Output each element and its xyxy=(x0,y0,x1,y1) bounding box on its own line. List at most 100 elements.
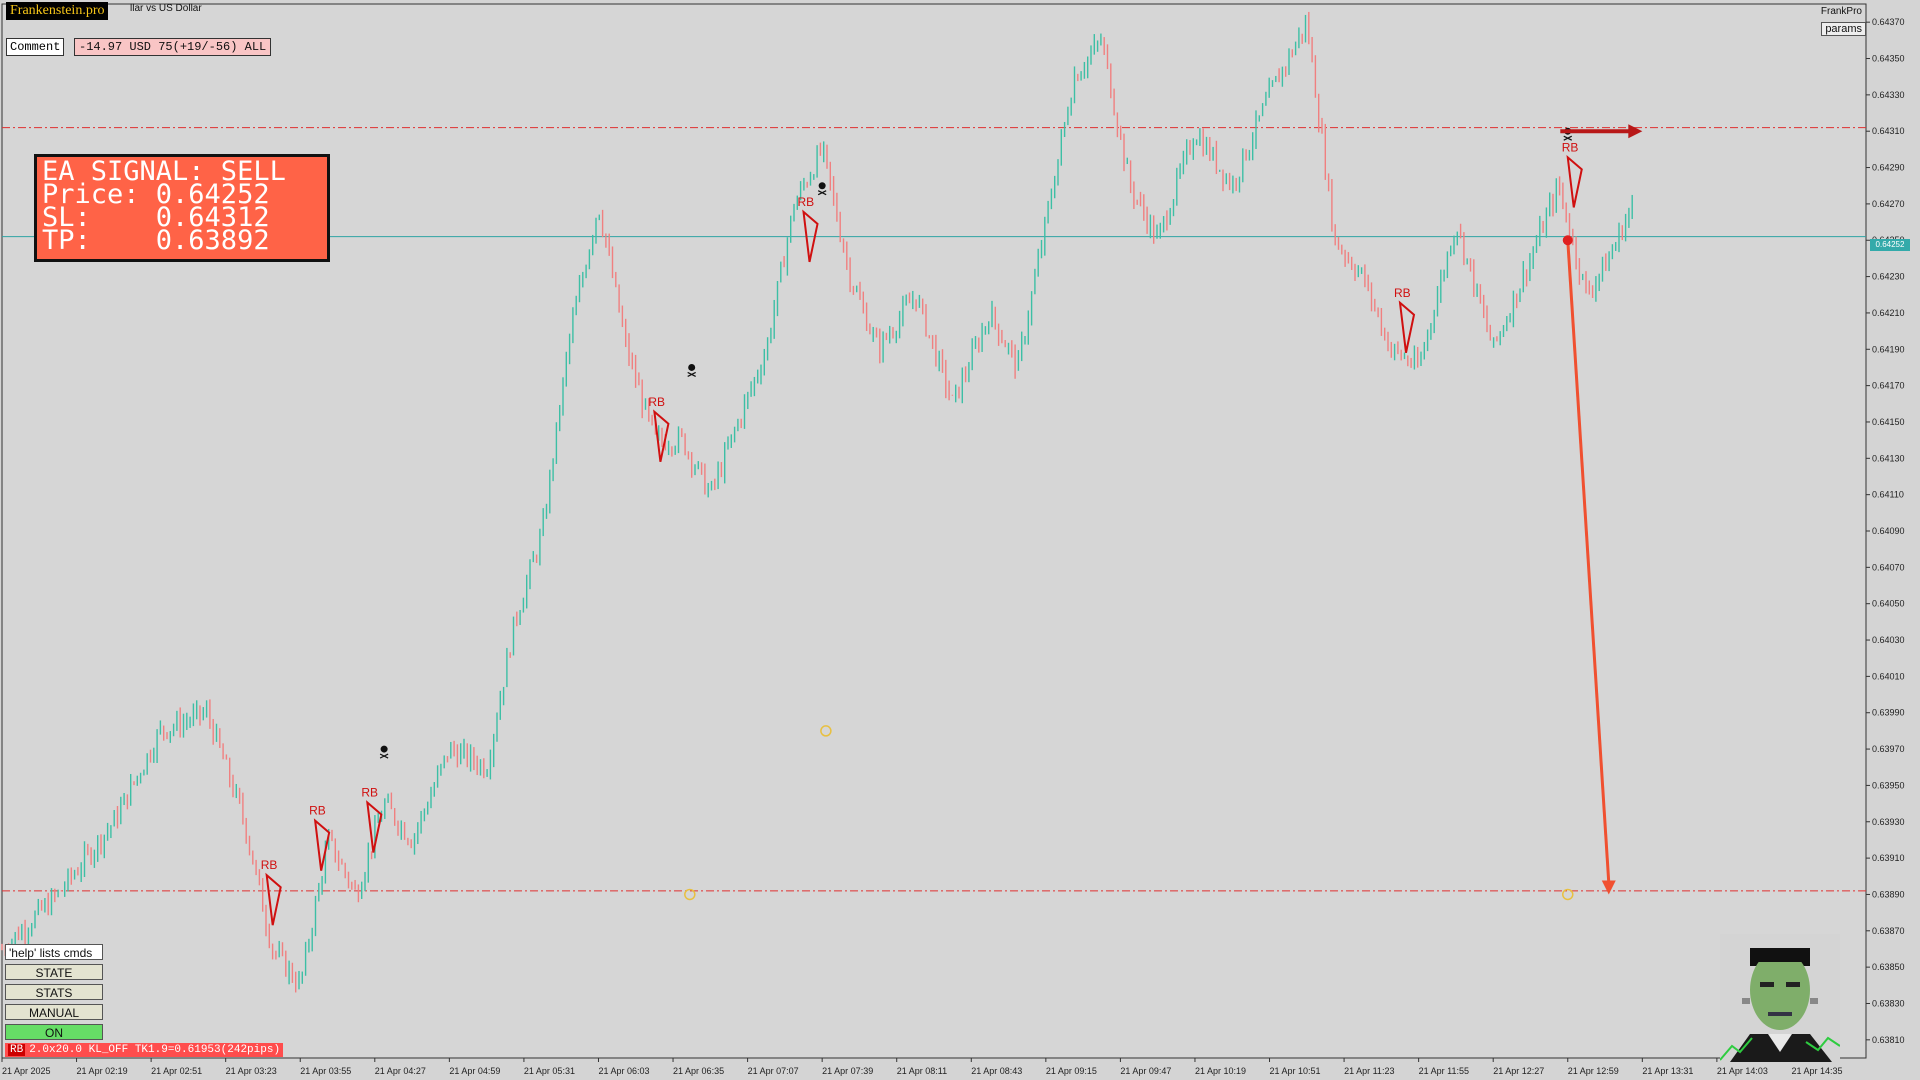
skull-icon xyxy=(818,182,826,190)
y-tick-label: 0.64150 xyxy=(1872,417,1905,427)
y-tick-label: 0.63830 xyxy=(1872,998,1905,1008)
x-tick-label: 21 Apr 09:15 xyxy=(1046,1066,1097,1076)
status-bar: RB 2.0x20.0 KL_OFF TK1.9=0.61953(242pips) xyxy=(5,1043,284,1057)
x-tick-label: 21 Apr 14:35 xyxy=(1791,1066,1842,1076)
status-text: 2.0x20.0 KL_OFF TK1.9=0.61953(242pips) xyxy=(29,1044,281,1056)
y-tick-label: 0.63930 xyxy=(1872,817,1905,827)
y-tick-label: 0.64070 xyxy=(1872,562,1905,572)
brand-logo: Frankenstein.pro xyxy=(6,2,109,20)
frankenstein-avatar-icon xyxy=(1720,934,1840,1062)
y-tick-label: 0.64010 xyxy=(1872,671,1905,681)
signal-price: Price: 0.64252 xyxy=(42,179,270,210)
skull-icon-bone xyxy=(817,190,827,196)
x-tick-label: 21 Apr 10:19 xyxy=(1195,1066,1246,1076)
y-tick-label: 0.64170 xyxy=(1872,381,1905,391)
y-tick-label: 0.64270 xyxy=(1872,199,1905,209)
y-tick-label: 0.63870 xyxy=(1872,926,1905,936)
x-tick-label: 21 Apr 05:31 xyxy=(524,1066,575,1076)
x-tick-label: 21 Apr 02:19 xyxy=(77,1066,128,1076)
symbol-title: llar vs US Dollar xyxy=(130,3,202,14)
x-tick-label: 21 Apr 10:51 xyxy=(1270,1066,1321,1076)
skull-icon xyxy=(380,745,388,753)
signal-panel: EA SIGNAL: SELL Price: 0.64252 SL: 0.643… xyxy=(34,154,330,262)
y-tick-label: 0.63890 xyxy=(1872,889,1905,899)
rb-pattern-shape xyxy=(653,409,670,462)
signal-tp: TP: 0.63892 xyxy=(42,225,270,256)
rb-label: RB xyxy=(361,786,378,800)
x-tick-label: 21 Apr 14:03 xyxy=(1717,1066,1768,1076)
x-tick-label: 21 Apr 11:23 xyxy=(1344,1066,1394,1076)
x-tick-label: 21 Apr 12:27 xyxy=(1493,1066,1544,1076)
sell-signal-arrowhead-icon xyxy=(1601,880,1616,895)
x-tick-label: 21 Apr 03:55 xyxy=(300,1066,351,1076)
y-tick-label: 0.64190 xyxy=(1872,344,1905,354)
x-tick-label: 21 Apr 09:47 xyxy=(1120,1066,1171,1076)
x-tick-label: 21 Apr 07:07 xyxy=(748,1066,799,1076)
exit-arrowhead-icon xyxy=(1628,124,1643,139)
y-tick-label: 0.64290 xyxy=(1872,163,1905,173)
y-tick-label: 0.64130 xyxy=(1872,453,1905,463)
y-tick-label: 0.64310 xyxy=(1872,126,1905,136)
y-tick-label: 0.64210 xyxy=(1872,308,1905,318)
x-tick-label: 21 Apr 06:03 xyxy=(598,1066,649,1076)
entry-marker-icon xyxy=(1562,235,1573,246)
sell-signal-arrow xyxy=(1566,240,1611,883)
y-tick-label: 0.64110 xyxy=(1872,490,1904,500)
params-button[interactable]: params xyxy=(1821,22,1866,36)
signal-sl: SL: 0.64312 xyxy=(42,202,270,233)
rb-pattern-shape xyxy=(1398,300,1416,353)
candles xyxy=(1,11,1633,993)
x-tick-label: 21 Apr 08:11 xyxy=(897,1066,947,1076)
skull-icon-bone xyxy=(687,371,696,377)
comment-label: Comment xyxy=(6,38,65,56)
skull-icon-bone xyxy=(379,753,389,759)
x-tick-label: 21 Apr 2025 xyxy=(2,1066,51,1076)
y-tick-label: 0.64090 xyxy=(1872,526,1905,536)
x-tick-label: 21 Apr 06:35 xyxy=(673,1066,724,1076)
rb-pattern-shape xyxy=(1566,154,1583,208)
signal-title: EA SIGNAL: SELL xyxy=(42,156,286,187)
x-tick-label: 21 Apr 04:59 xyxy=(449,1066,500,1076)
rb-pattern-shape xyxy=(313,818,331,871)
y-tick-label: 0.64030 xyxy=(1872,635,1905,645)
x-tick-label: 21 Apr 02:51 xyxy=(151,1066,202,1076)
y-tick-label: 0.64330 xyxy=(1872,90,1905,100)
status-tag: RB xyxy=(8,1044,26,1056)
help-hint: 'help' lists cmds xyxy=(5,944,103,960)
x-tick-label: 21 Apr 13:31 xyxy=(1642,1066,1693,1076)
skull-icon-bone xyxy=(1563,135,1573,141)
x-tick-label: 21 Apr 07:39 xyxy=(822,1066,873,1076)
state-button[interactable]: STATE xyxy=(5,964,103,980)
rb-pattern-shape xyxy=(802,209,819,263)
rb-pattern-shape xyxy=(366,800,383,853)
target-ring-icon xyxy=(820,725,832,737)
y-tick-label: 0.63910 xyxy=(1872,853,1905,863)
y-tick-label: 0.63970 xyxy=(1872,744,1905,754)
x-tick-label: 21 Apr 12:59 xyxy=(1568,1066,1619,1076)
pnl-summary: -14.97 USD 75(+19/-56) ALL xyxy=(74,38,272,56)
rb-label: RB xyxy=(648,395,665,409)
stats-button[interactable]: STATS xyxy=(5,984,103,1000)
y-tick-label: 0.63850 xyxy=(1872,962,1905,972)
manual-button[interactable]: MANUAL xyxy=(5,1004,103,1020)
rb-label: RB xyxy=(1394,286,1411,300)
rb-label: RB xyxy=(798,195,815,209)
x-tick-label: 21 Apr 08:43 xyxy=(971,1066,1022,1076)
y-tick-label: 0.63950 xyxy=(1872,780,1905,790)
y-tick-label: 0.64050 xyxy=(1872,599,1905,609)
x-tick-label: 21 Apr 11:55 xyxy=(1419,1066,1469,1076)
x-tick-label: 21 Apr 04:27 xyxy=(375,1066,426,1076)
rb-label: RB xyxy=(309,804,326,818)
x-tick-label: 21 Apr 03:23 xyxy=(226,1066,277,1076)
rb-label: RB xyxy=(1562,140,1579,154)
y-tick-label: 0.64230 xyxy=(1872,272,1905,282)
target-ring-icon xyxy=(1562,888,1574,901)
target-ring-icon xyxy=(684,888,696,901)
rb-pattern-shape xyxy=(265,872,282,926)
y-tick-label: 0.64350 xyxy=(1872,54,1905,64)
rb-label: RB xyxy=(261,858,278,872)
y-tick-label: 0.64370 xyxy=(1872,17,1905,27)
current-price-tag: 0.64252 xyxy=(1870,239,1910,251)
on-toggle[interactable]: ON xyxy=(5,1024,103,1040)
